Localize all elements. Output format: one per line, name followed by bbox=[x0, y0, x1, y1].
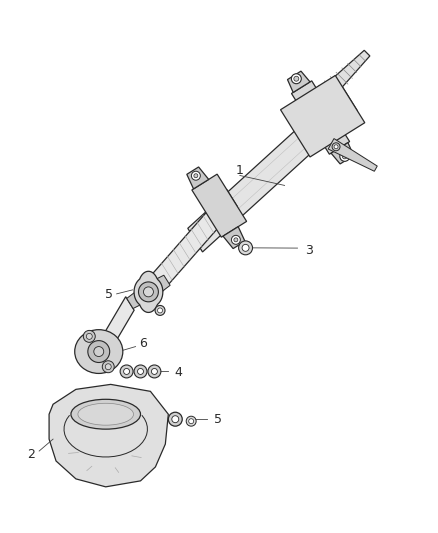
Polygon shape bbox=[49, 384, 168, 487]
Polygon shape bbox=[188, 87, 357, 252]
Polygon shape bbox=[144, 275, 170, 298]
Ellipse shape bbox=[75, 330, 123, 374]
Polygon shape bbox=[80, 343, 104, 367]
Circle shape bbox=[138, 282, 159, 302]
Circle shape bbox=[155, 305, 165, 316]
Circle shape bbox=[120, 365, 133, 378]
Circle shape bbox=[342, 154, 347, 159]
Circle shape bbox=[242, 244, 249, 252]
Circle shape bbox=[94, 346, 104, 357]
Circle shape bbox=[291, 74, 301, 84]
Polygon shape bbox=[314, 50, 370, 107]
Ellipse shape bbox=[71, 399, 141, 429]
Circle shape bbox=[294, 76, 299, 81]
Circle shape bbox=[124, 368, 130, 375]
Polygon shape bbox=[287, 71, 310, 92]
Text: 2: 2 bbox=[27, 448, 35, 461]
Circle shape bbox=[148, 365, 161, 378]
Polygon shape bbox=[291, 81, 350, 154]
Polygon shape bbox=[127, 285, 153, 309]
Circle shape bbox=[189, 419, 194, 424]
Circle shape bbox=[138, 368, 144, 375]
Text: 5: 5 bbox=[105, 288, 113, 301]
Circle shape bbox=[83, 330, 95, 342]
Circle shape bbox=[105, 364, 111, 370]
Circle shape bbox=[152, 368, 157, 375]
Polygon shape bbox=[331, 143, 353, 164]
Text: 6: 6 bbox=[140, 337, 148, 350]
Circle shape bbox=[168, 412, 182, 426]
Circle shape bbox=[134, 365, 147, 378]
Circle shape bbox=[186, 416, 196, 426]
Polygon shape bbox=[223, 227, 245, 248]
Circle shape bbox=[144, 287, 153, 297]
Circle shape bbox=[88, 341, 110, 362]
Polygon shape bbox=[192, 174, 247, 237]
Polygon shape bbox=[280, 76, 365, 157]
Circle shape bbox=[234, 238, 238, 242]
Text: 1: 1 bbox=[236, 164, 244, 177]
Ellipse shape bbox=[78, 403, 134, 425]
Circle shape bbox=[340, 151, 350, 161]
Circle shape bbox=[194, 174, 198, 177]
Circle shape bbox=[231, 236, 240, 244]
Circle shape bbox=[191, 171, 200, 180]
Text: 3: 3 bbox=[305, 244, 313, 256]
Polygon shape bbox=[328, 139, 377, 171]
Circle shape bbox=[158, 308, 162, 313]
Text: 4: 4 bbox=[174, 366, 182, 379]
Circle shape bbox=[102, 361, 114, 373]
Circle shape bbox=[172, 416, 179, 423]
Circle shape bbox=[86, 333, 92, 340]
Circle shape bbox=[239, 241, 253, 255]
Polygon shape bbox=[93, 335, 119, 360]
Text: 5: 5 bbox=[214, 413, 222, 426]
Polygon shape bbox=[134, 271, 163, 312]
Circle shape bbox=[334, 145, 338, 149]
Polygon shape bbox=[102, 297, 134, 351]
Polygon shape bbox=[150, 189, 237, 293]
Polygon shape bbox=[187, 167, 209, 189]
Circle shape bbox=[332, 143, 340, 151]
